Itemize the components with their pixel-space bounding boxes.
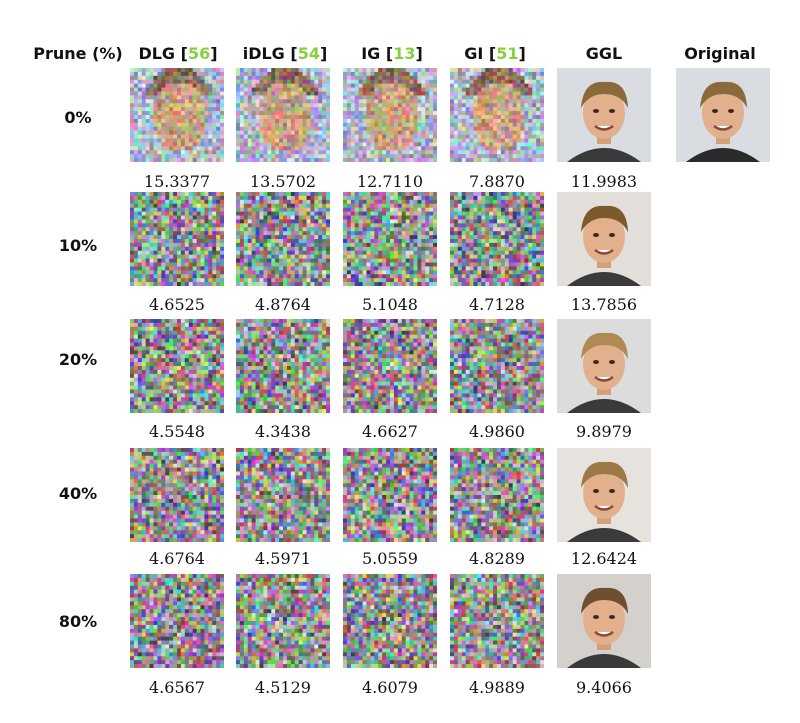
value-idlg-row2: 4.3438: [255, 422, 311, 441]
image-ig-row3: [343, 448, 437, 542]
citation: 51: [496, 44, 519, 63]
image-dlg-row2: [130, 319, 224, 413]
column-name: iDLG: [242, 44, 285, 63]
image-ggl-row2: [557, 319, 651, 413]
column-name: GGL: [585, 44, 623, 63]
image-idlg-row4: [236, 574, 330, 668]
value-dlg-row1: 4.6525: [149, 295, 205, 314]
header-dlg: DLG [56]: [138, 44, 218, 63]
image-ig-row1: [343, 192, 437, 286]
row-label-0: 0%: [64, 108, 92, 127]
image-gi-row2: [450, 319, 544, 413]
header-ig: IG [13]: [361, 44, 423, 63]
value-ig-row4: 4.6079: [362, 678, 418, 697]
column-name: GI: [464, 44, 484, 63]
value-ig-row0: 12.7110: [356, 172, 424, 191]
value-idlg-row3: 4.5971: [255, 549, 311, 568]
row-label-2: 20%: [58, 350, 98, 369]
image-idlg-row3: [236, 448, 330, 542]
value-gi-row2: 4.9860: [469, 422, 525, 441]
value-idlg-row0: 13.5702: [249, 172, 317, 191]
image-ggl-row3: [557, 448, 651, 542]
value-dlg-row0: 15.3377: [143, 172, 211, 191]
value-ig-row3: 5.0559: [362, 549, 418, 568]
column-name: DLG: [138, 44, 176, 63]
image-dlg-row0: [130, 68, 224, 162]
image-gi-row1: [450, 192, 544, 286]
value-ggl-row1: 13.7856: [570, 295, 638, 314]
image-ggl-row4: [557, 574, 651, 668]
value-ig-row1: 5.1048: [362, 295, 418, 314]
value-dlg-row3: 4.6764: [149, 549, 205, 568]
row-label-3: 40%: [58, 484, 98, 503]
value-dlg-row2: 4.5548: [149, 422, 205, 441]
image-idlg-row2: [236, 319, 330, 413]
value-dlg-row4: 4.6567: [149, 678, 205, 697]
header-original: Original: [665, 44, 775, 63]
image-dlg-row4: [130, 574, 224, 668]
image-ggl-row1: [557, 192, 651, 286]
value-ggl-row0: 11.9983: [570, 172, 638, 191]
header-ggl: GGL: [549, 44, 659, 63]
image-dlg-row1: [130, 192, 224, 286]
value-gi-row0: 7.8870: [469, 172, 525, 191]
citation: 56: [187, 44, 211, 63]
image-idlg-row0: [236, 68, 330, 162]
citation: 13: [393, 44, 416, 63]
row-label-4: 80%: [58, 612, 98, 631]
value-gi-row3: 4.8289: [469, 549, 525, 568]
image-gi-row4: [450, 574, 544, 668]
image-gi-row3: [450, 448, 544, 542]
image-idlg-row1: [236, 192, 330, 286]
image-gi-row0: [450, 68, 544, 162]
header-prune: Prune (%): [28, 44, 128, 63]
image-ig-row0: [343, 68, 437, 162]
image-ig-row4: [343, 574, 437, 668]
header-gi: GI [51]: [464, 44, 526, 63]
header-prune-label: Prune (%): [33, 44, 123, 63]
image-ig-row2: [343, 319, 437, 413]
image-ggl-row0: [557, 68, 651, 162]
header-idlg: iDLG [54]: [242, 44, 328, 63]
citation: 54: [297, 44, 320, 63]
column-name: Original: [684, 44, 756, 63]
image-original: [676, 68, 770, 162]
value-ggl-row4: 9.4066: [576, 678, 632, 697]
value-ggl-row3: 12.6424: [570, 549, 638, 568]
column-name: IG: [361, 44, 381, 63]
row-label-1: 10%: [58, 236, 98, 255]
value-ig-row2: 4.6627: [362, 422, 418, 441]
value-gi-row1: 4.7128: [469, 295, 525, 314]
image-dlg-row3: [130, 448, 224, 542]
value-idlg-row4: 4.5129: [255, 678, 311, 697]
value-idlg-row1: 4.8764: [255, 295, 311, 314]
value-gi-row4: 4.9889: [469, 678, 525, 697]
value-ggl-row2: 9.8979: [576, 422, 632, 441]
